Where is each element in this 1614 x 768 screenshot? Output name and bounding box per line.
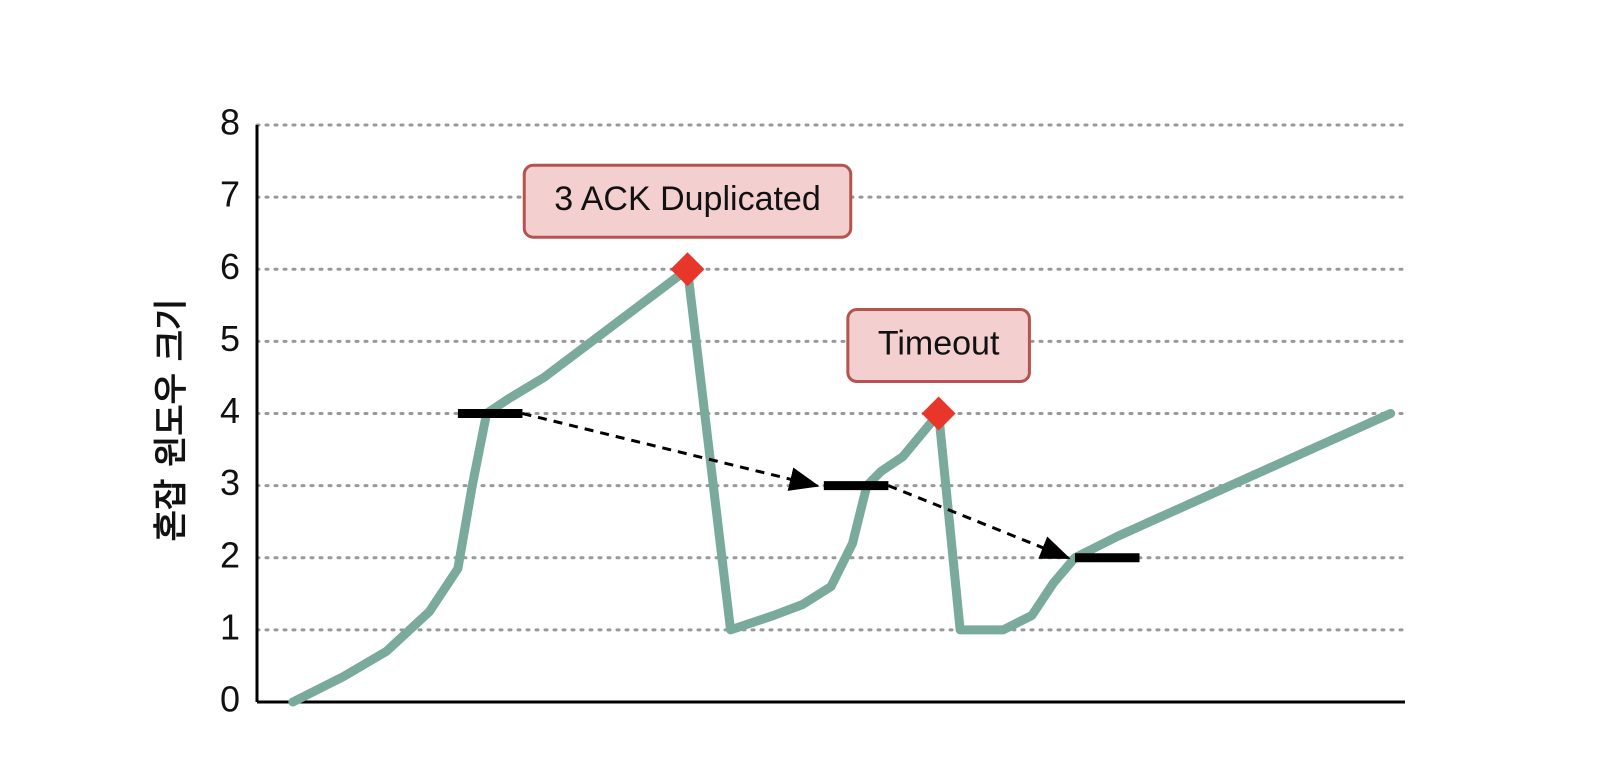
annotation-layer: 3 ACK Duplicated Timeout <box>522 163 1031 383</box>
threshold-arrow-layer <box>522 412 1071 560</box>
series-line <box>288 264 1396 707</box>
y-tick-label: 8 <box>220 102 240 143</box>
loss-annotation: 3 ACK Duplicated <box>522 163 853 239</box>
y-tick-label: 4 <box>220 390 240 431</box>
threshold-arrow <box>522 412 820 491</box>
y-tick-label: 1 <box>220 606 240 647</box>
loss-annotation-label: Timeout <box>878 324 1000 362</box>
loss-annotation: Timeout <box>846 308 1031 383</box>
loss-marker <box>921 396 956 431</box>
loss-marker <box>670 252 705 287</box>
gridlines <box>255 123 1407 632</box>
series-layer <box>288 264 1396 707</box>
y-tick-label: 6 <box>220 246 240 287</box>
axes <box>255 125 1405 704</box>
threshold-arrow <box>887 484 1071 560</box>
y-tick-label: 7 <box>220 174 240 215</box>
y-tick-label: 0 <box>220 679 240 720</box>
y-tick-label: 5 <box>220 318 240 359</box>
loss-annotation-label: 3 ACK Duplicated <box>554 180 821 218</box>
loss-annotation-box <box>846 308 1031 383</box>
y-axis-label: 혼잡 윈도우 크기 <box>152 299 192 542</box>
y-tick-label: 3 <box>220 462 240 503</box>
loss-annotation-box <box>522 163 853 239</box>
threshold-layer <box>457 409 1140 563</box>
loss-marker-layer <box>670 252 956 431</box>
y-tick-label: 2 <box>220 534 240 575</box>
y-tick-labels: 0 1 2 3 4 5 6 7 8 <box>220 102 240 720</box>
